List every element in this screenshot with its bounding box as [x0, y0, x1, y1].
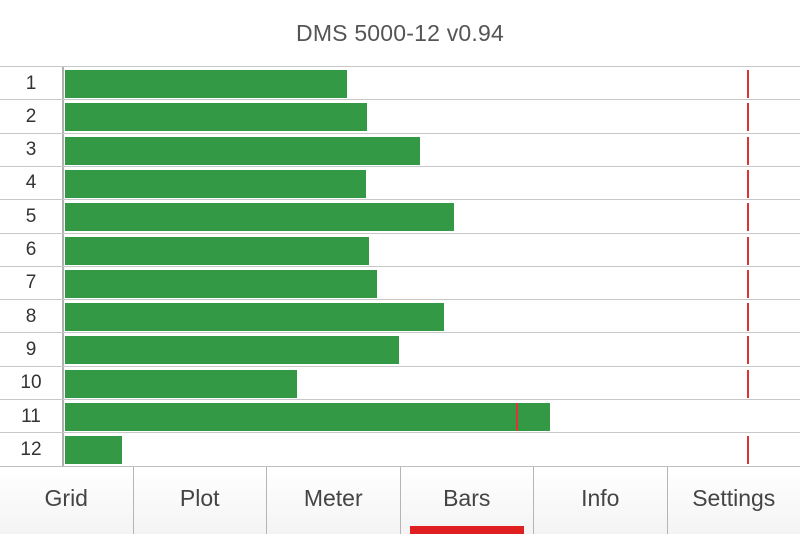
row-label: 1 [25, 72, 37, 94]
tab-label: Settings [692, 485, 776, 511]
bar-row-7: 7 [0, 265, 800, 299]
bar [65, 336, 400, 365]
bar [65, 203, 454, 232]
row-label: 2 [25, 105, 37, 127]
bar [65, 303, 444, 332]
bar-row-2: 2 [0, 99, 800, 132]
row-label: 10 [20, 372, 42, 394]
row-label: 5 [25, 205, 37, 227]
app-title: DMS 5000-12 v0.94 [296, 19, 504, 46]
bar-row-6: 6 [0, 232, 800, 266]
row-label: 11 [21, 405, 41, 427]
bar [65, 70, 347, 98]
bar-row-10: 10 [0, 365, 800, 399]
peak-marker [747, 236, 750, 265]
peak-marker [747, 136, 750, 165]
bar [65, 136, 420, 165]
bar-row-3: 3 [0, 132, 800, 166]
bar [65, 269, 378, 298]
peak-marker [747, 103, 750, 132]
tab-grid[interactable]: Grid [0, 467, 134, 534]
bar [65, 436, 123, 465]
peak-marker [747, 269, 750, 298]
bar [65, 403, 551, 431]
peak-marker [747, 169, 750, 198]
row-label: 8 [25, 305, 37, 327]
peak-marker [747, 70, 750, 98]
row-label: 4 [25, 172, 37, 194]
bar [65, 103, 368, 132]
bar-chart: 1 2 3 4 5 6 7 8 9 10 11 12 [0, 66, 800, 466]
tab-label: Meter [303, 485, 363, 511]
peak-marker [747, 303, 750, 332]
tab-meter[interactable]: Meter [267, 467, 401, 534]
row-label: 12 [20, 438, 42, 460]
tab-label: Bars [443, 485, 491, 511]
tab-label: Grid [44, 485, 88, 511]
peak-marker [747, 436, 750, 465]
tab-settings[interactable]: Settings [668, 467, 800, 534]
peak-marker [747, 336, 750, 365]
tab-label: Plot [179, 485, 220, 511]
tab-label: Info [581, 485, 620, 511]
peak-marker [515, 403, 518, 431]
bar-row-12: 12 [0, 432, 800, 465]
bar-row-5: 5 [0, 199, 800, 232]
tab-plot[interactable]: Plot [134, 467, 267, 534]
tab-bars[interactable]: Bars [401, 467, 534, 534]
tab-info[interactable]: Info [534, 467, 668, 534]
bar [65, 369, 297, 398]
peak-marker [747, 369, 750, 398]
bar [65, 236, 370, 265]
bar-row-1: 1 [0, 66, 800, 99]
bar-row-11: 11 [0, 399, 800, 432]
bar-row-9: 9 [0, 332, 800, 365]
peak-marker [747, 203, 750, 232]
row-label: 9 [25, 338, 37, 360]
bar [65, 169, 366, 198]
row-label: 7 [25, 272, 37, 294]
row-label: 6 [25, 239, 37, 260]
row-label: 3 [25, 139, 37, 161]
bar-row-8: 8 [0, 299, 800, 332]
bar-row-4: 4 [0, 165, 800, 199]
tab-bar: Grid Plot Meter Bars Info Settings [0, 466, 800, 534]
active-tab-indicator [409, 526, 524, 534]
